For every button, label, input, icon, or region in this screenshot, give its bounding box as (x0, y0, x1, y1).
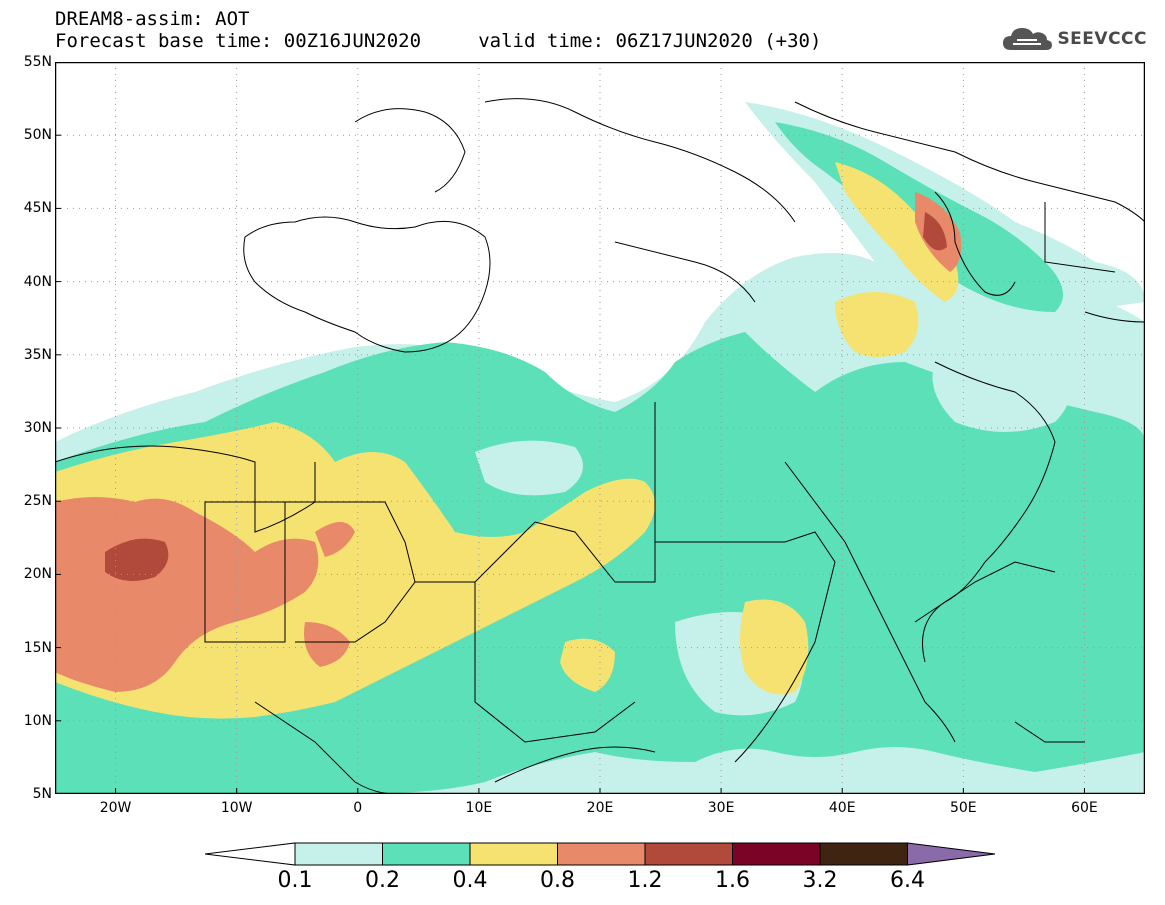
color-bar-bin (382, 842, 471, 866)
color-bar-bin (469, 842, 558, 866)
map-title: DREAM8-assim: AOT (55, 8, 250, 30)
color-bar-bin (557, 842, 646, 866)
color-bar-label: 1.2 (627, 868, 663, 893)
lat-tick-label: 5N (32, 786, 52, 802)
color-bar-label: 1.6 (715, 868, 750, 893)
color-bar-bin (819, 842, 908, 866)
graticule (55, 62, 1145, 794)
color-bar-label: 3.2 (802, 868, 838, 893)
color-bar-label: 0.4 (452, 868, 488, 893)
lat-tick-label: 50N (23, 127, 52, 144)
lat-tick-label: 55N (23, 54, 52, 70)
brand-logo: SEEVCCC (1001, 24, 1147, 54)
lat-tick-label: 25N (23, 493, 52, 510)
lon-tick-label: 20E (586, 800, 614, 816)
lat-tick-label: 40N (23, 273, 52, 290)
lat-tick-label: 20N (23, 566, 52, 583)
lon-tick-label: 10E (465, 800, 493, 816)
cloud-icon (1003, 28, 1053, 50)
lat-tick-label: 35N (23, 346, 52, 363)
color-bar-bin (294, 842, 383, 866)
color-bar (205, 842, 996, 866)
color-bar-low-arrow (205, 842, 296, 866)
lon-tick-label: 40E (828, 800, 856, 816)
color-bar-label: 0.1 (277, 868, 313, 893)
color-bar-bin (644, 842, 733, 866)
color-bar-label: 0.8 (540, 868, 575, 893)
brand-name: SEEVCCC (1057, 29, 1147, 49)
aot-map (55, 62, 1145, 794)
color-bar-label: 0.2 (365, 868, 400, 893)
lat-tick-label: 10N (23, 712, 52, 729)
lon-tick-label: 20W (99, 800, 132, 816)
aot-band-high (55, 422, 655, 719)
color-bar-bin (732, 842, 821, 866)
forecast-time-line: Forecast base time: 00Z16JUN2020 valid t… (55, 30, 822, 52)
lon-tick-label: 60E (1071, 800, 1098, 816)
lon-tick-label: 10W (220, 800, 253, 816)
lon-tick-label: 0 (353, 800, 363, 816)
lon-tick-label: 50E (949, 800, 977, 816)
country-borders (55, 98, 1145, 794)
lon-tick-label: 30E (707, 800, 735, 816)
lat-tick-label: 30N (23, 420, 52, 436)
lat-tick-label: 45N (23, 200, 52, 217)
axis-ticks (55, 62, 1085, 794)
lat-tick-label: 15N (23, 639, 52, 656)
color-bar-label: 6.4 (890, 868, 925, 893)
color-bar-high-arrow (907, 842, 996, 866)
